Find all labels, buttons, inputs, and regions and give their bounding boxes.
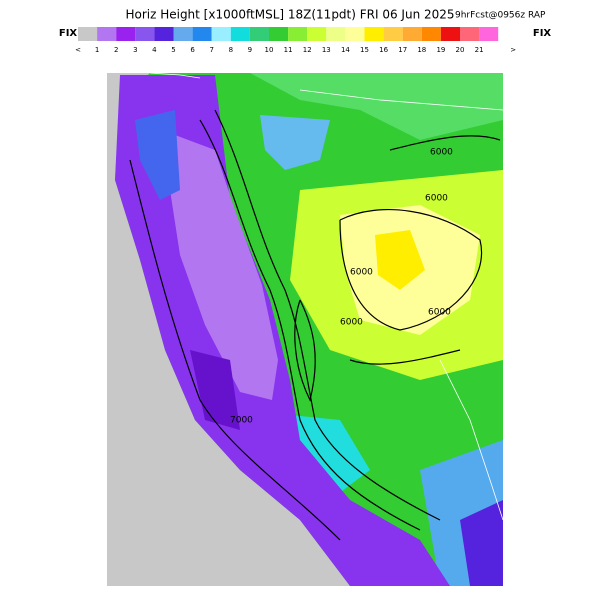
title: Horiz Height [x1000ftMSL] 18Z(11pdt) FRI…	[125, 8, 454, 22]
legend-label: 1	[95, 46, 99, 54]
legend-swatch	[307, 27, 327, 41]
legend-swatch	[116, 27, 136, 41]
legend: <1 2 3 4 5 6 7 8 9 10 11 12 13 14 15 16 17 18 19 20 21 >	[75, 27, 516, 54]
legend-label: 6	[190, 46, 195, 54]
valley-light-purple	[170, 135, 278, 400]
legend-swatch	[421, 27, 441, 41]
contour-label: 6000	[428, 308, 451, 318]
legend-label: 18	[417, 46, 426, 54]
legend-swatch	[249, 27, 269, 41]
legend-label: 10	[265, 46, 274, 54]
legend-label: >	[510, 46, 516, 54]
land-yellow	[375, 230, 425, 290]
contour-label: 6000	[430, 148, 453, 158]
contour-line	[199, 119, 421, 531]
coast-dark-purple	[190, 350, 240, 430]
legend-swatch	[192, 27, 212, 41]
contour-label: 6000	[425, 194, 448, 204]
land-blue	[260, 115, 330, 170]
legend-swatch	[135, 27, 155, 41]
legend-swatch	[364, 27, 384, 41]
contour-line	[214, 109, 441, 521]
legend-swatch	[460, 27, 480, 41]
legend-label: 12	[303, 46, 312, 54]
legend-swatch	[230, 27, 250, 41]
border	[439, 359, 504, 521]
legend-swatch	[345, 27, 365, 41]
legend-swatch	[97, 27, 117, 41]
contour-line	[129, 159, 341, 541]
legend-label: 9	[248, 46, 252, 54]
legend-label: 4	[152, 46, 157, 54]
border	[299, 89, 504, 111]
legend-swatch	[288, 27, 308, 41]
legend-label: 3	[133, 46, 137, 54]
legend-swatch	[78, 27, 98, 41]
legend-swatch	[269, 27, 289, 41]
legend-swatch	[173, 27, 193, 41]
contour-line	[294, 299, 316, 402]
land-violet-south	[460, 500, 503, 586]
legend-swatch	[440, 27, 460, 41]
legend-label: 20	[456, 46, 465, 54]
legend-label: 19	[436, 46, 445, 54]
legend-label: 16	[379, 46, 388, 54]
legend-label: 13	[322, 46, 331, 54]
land-light-green	[250, 73, 503, 140]
legend-label: 21	[475, 46, 484, 54]
contour-line	[339, 209, 483, 331]
legend-swatch	[154, 27, 174, 41]
legend-swatch	[211, 27, 231, 41]
legend-label: 14	[341, 46, 350, 54]
legend-label: 2	[114, 46, 118, 54]
contours	[129, 109, 501, 541]
legend-swatch	[402, 27, 422, 41]
map: 6000 6000 6000 6000 6000 7000	[107, 72, 504, 586]
legend-right-label: FIX	[533, 28, 552, 39]
contour-label: 6000	[340, 318, 363, 328]
contour-label: 7000	[230, 416, 253, 426]
legend-swatch	[383, 27, 403, 41]
legend-label: 15	[360, 46, 369, 54]
legend-label: 8	[229, 46, 233, 54]
legend-label: 17	[398, 46, 407, 54]
contour-line	[389, 135, 501, 151]
legend-label: 7	[209, 46, 213, 54]
legend-label: <	[75, 46, 81, 54]
contour-label: 6000	[350, 268, 373, 278]
legend-label: 11	[284, 46, 293, 54]
subtitle: 9hrFcst@0956z RAP	[455, 11, 546, 21]
legend-swatch	[479, 27, 499, 41]
coast-blue	[135, 110, 180, 200]
contour-line	[349, 349, 461, 365]
legend-label: 5	[171, 46, 175, 54]
legend-left-label: FIX	[59, 28, 78, 39]
legend-swatch	[326, 27, 346, 41]
border	[149, 72, 201, 79]
